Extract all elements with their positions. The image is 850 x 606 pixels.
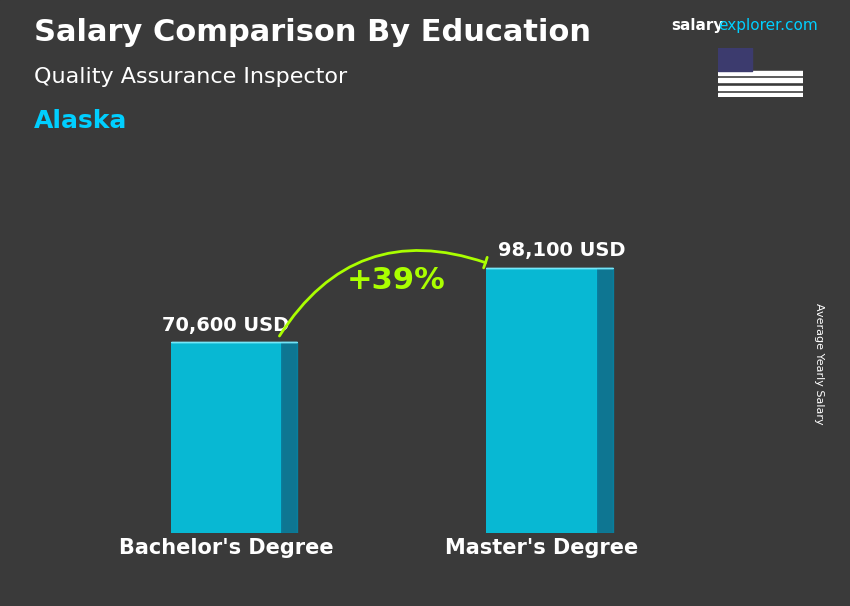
Text: Alaska: Alaska — [34, 109, 127, 133]
Bar — [718, 86, 803, 90]
Bar — [718, 71, 803, 75]
Text: Average Yearly Salary: Average Yearly Salary — [814, 303, 824, 424]
Bar — [171, 342, 281, 533]
Polygon shape — [281, 342, 297, 533]
Text: +39%: +39% — [347, 265, 445, 295]
Text: Quality Assurance Inspector: Quality Assurance Inspector — [34, 67, 348, 87]
Polygon shape — [597, 268, 613, 533]
Text: explorer.com: explorer.com — [718, 18, 818, 33]
Text: 98,100 USD: 98,100 USD — [498, 241, 626, 261]
Bar — [486, 268, 597, 533]
Bar — [718, 78, 803, 82]
Text: Salary Comparison By Education: Salary Comparison By Education — [34, 18, 591, 47]
Text: 70,600 USD: 70,600 USD — [162, 316, 290, 335]
Text: salary: salary — [672, 18, 724, 33]
Bar — [718, 93, 803, 97]
